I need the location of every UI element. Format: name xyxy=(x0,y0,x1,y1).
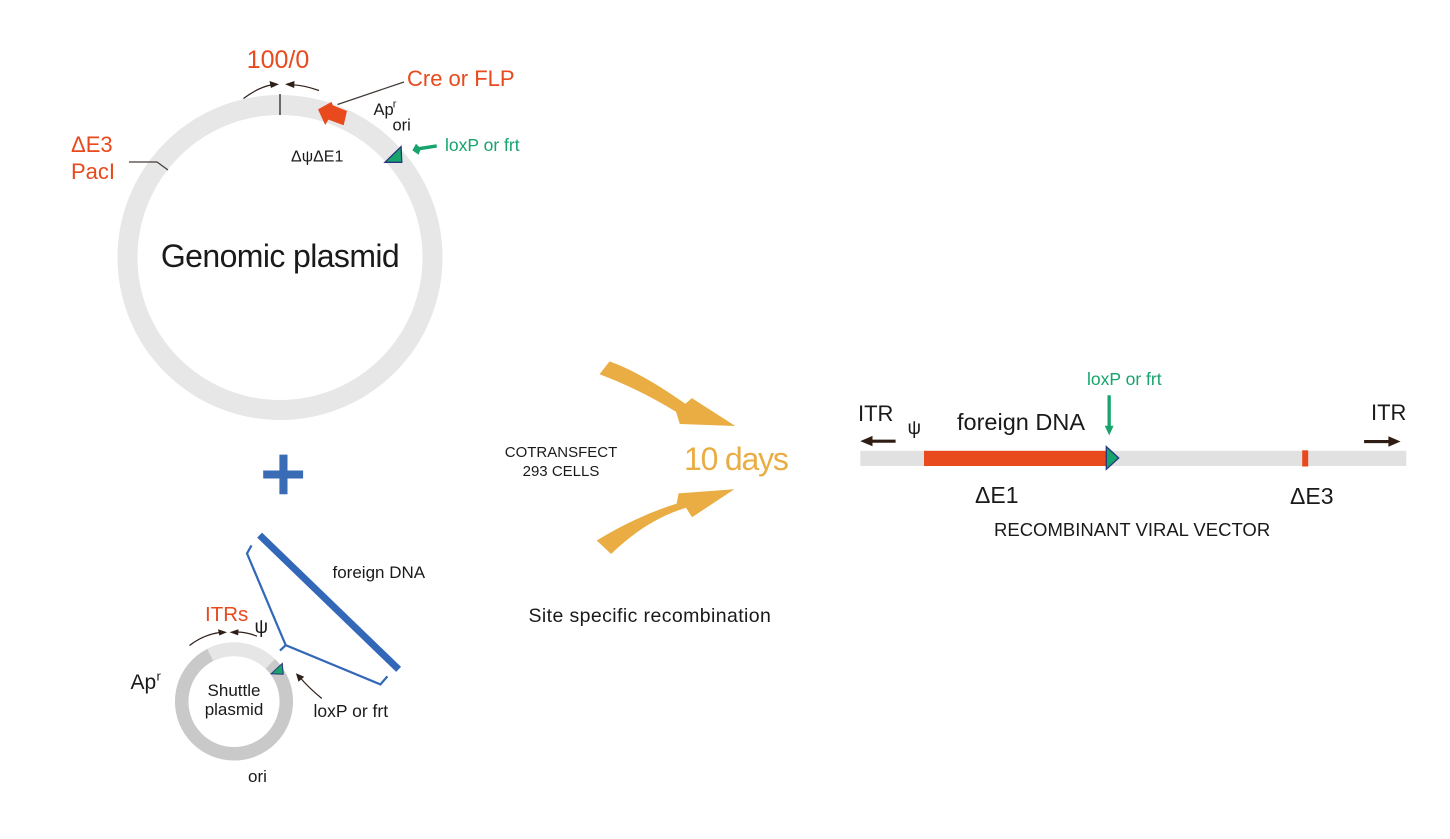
svg-text:Cre or FLP: Cre or FLP xyxy=(407,66,515,91)
svg-text:293 CELLS: 293 CELLS xyxy=(523,463,600,480)
svg-text:Ap: Ap xyxy=(374,101,394,119)
svg-text:foreign DNA: foreign DNA xyxy=(957,409,1085,435)
svg-text:ITR: ITR xyxy=(1371,400,1406,425)
svg-text:ψ: ψ xyxy=(255,617,269,638)
svg-text:loxP or frt: loxP or frt xyxy=(1087,369,1162,389)
svg-text:10 days: 10 days xyxy=(684,441,788,477)
svg-text:COTRANSFECT: COTRANSFECT xyxy=(505,444,618,461)
svg-text:RECOMBINANT VIRAL VECTOR: RECOMBINANT VIRAL VECTOR xyxy=(994,519,1270,540)
svg-text:ITR: ITR xyxy=(858,401,893,426)
svg-text:ΔψΔE1: ΔψΔE1 xyxy=(291,149,343,166)
svg-text:ori: ori xyxy=(248,767,267,786)
svg-text:r: r xyxy=(393,99,397,111)
svg-text:ΔE1: ΔE1 xyxy=(975,482,1019,508)
svg-text:Ap: Ap xyxy=(131,671,157,694)
svg-text:Genomic plasmid: Genomic plasmid xyxy=(161,238,399,274)
svg-text:r: r xyxy=(157,669,162,684)
svg-text:plasmid: plasmid xyxy=(205,700,264,719)
svg-text:loxP or frt: loxP or frt xyxy=(314,701,389,721)
svg-text:ΔE3: ΔE3 xyxy=(1290,483,1334,509)
svg-text:ψ: ψ xyxy=(908,418,922,439)
svg-text:ΔE3: ΔE3 xyxy=(71,132,113,157)
svg-text:Shuttle: Shuttle xyxy=(208,681,261,700)
svg-text:Site specific recombination: Site specific recombination xyxy=(529,605,772,627)
svg-text:PacI: PacI xyxy=(71,159,115,184)
svg-text:foreign DNA: foreign DNA xyxy=(333,563,426,582)
svg-text:ITRs: ITRs xyxy=(205,603,248,626)
svg-text:100/0: 100/0 xyxy=(247,46,310,74)
svg-text:ori: ori xyxy=(393,117,411,135)
svg-text:loxP or frt: loxP or frt xyxy=(445,135,520,155)
